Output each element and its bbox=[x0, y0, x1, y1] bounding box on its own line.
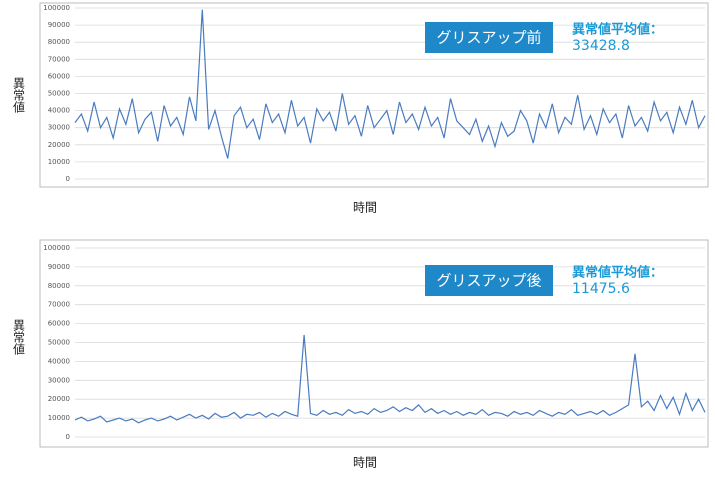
mean-value: 33428.8 bbox=[572, 38, 630, 54]
data-line bbox=[74, 9, 706, 159]
chart-frame bbox=[39, 2, 709, 188]
y-tick-label: 60000 bbox=[48, 320, 70, 328]
chart-frame bbox=[39, 239, 709, 448]
y-tick-label: 20000 bbox=[48, 141, 70, 149]
mean-value: 11475.6 bbox=[572, 281, 630, 297]
y-tick-label: 20000 bbox=[48, 395, 70, 403]
y-tick-label: 90000 bbox=[48, 263, 70, 271]
y-tick-label: 90000 bbox=[48, 21, 70, 29]
data-line bbox=[74, 334, 706, 424]
y-tick-label: 0 bbox=[66, 433, 70, 441]
badge-box bbox=[425, 22, 553, 53]
y-tick-label: 50000 bbox=[48, 90, 70, 98]
badge-text: グリスアップ後 bbox=[436, 272, 541, 290]
badge-text: グリスアップ前 bbox=[436, 29, 541, 47]
y-tick-label: 10000 bbox=[48, 414, 70, 422]
mean-label: 異常値平均値： bbox=[572, 22, 663, 38]
y-tick-label: 40000 bbox=[48, 107, 70, 115]
y-axis-label: 異常値 bbox=[12, 77, 26, 113]
y-axis-label: 異常値 bbox=[12, 319, 26, 355]
y-tick-label: 30000 bbox=[48, 376, 70, 384]
y-tick-label: 30000 bbox=[48, 124, 70, 132]
x-axis-label: 時間 bbox=[353, 201, 377, 215]
y-tick-label: 70000 bbox=[48, 55, 70, 63]
y-tick-label: 100000 bbox=[43, 244, 70, 252]
y-tick-label: 40000 bbox=[48, 357, 70, 365]
y-tick-label: 10000 bbox=[48, 158, 70, 166]
x-axis-label: 時間 bbox=[353, 456, 377, 470]
mean-label: 異常値平均値： bbox=[572, 265, 663, 281]
badge-box bbox=[425, 265, 553, 296]
y-tick-label: 60000 bbox=[48, 72, 70, 80]
y-tick-label: 80000 bbox=[48, 38, 70, 46]
y-tick-label: 80000 bbox=[48, 282, 70, 290]
y-tick-label: 70000 bbox=[48, 301, 70, 309]
y-tick-label: 50000 bbox=[48, 339, 70, 347]
y-tick-label: 100000 bbox=[43, 4, 70, 12]
y-tick-label: 0 bbox=[66, 175, 70, 183]
